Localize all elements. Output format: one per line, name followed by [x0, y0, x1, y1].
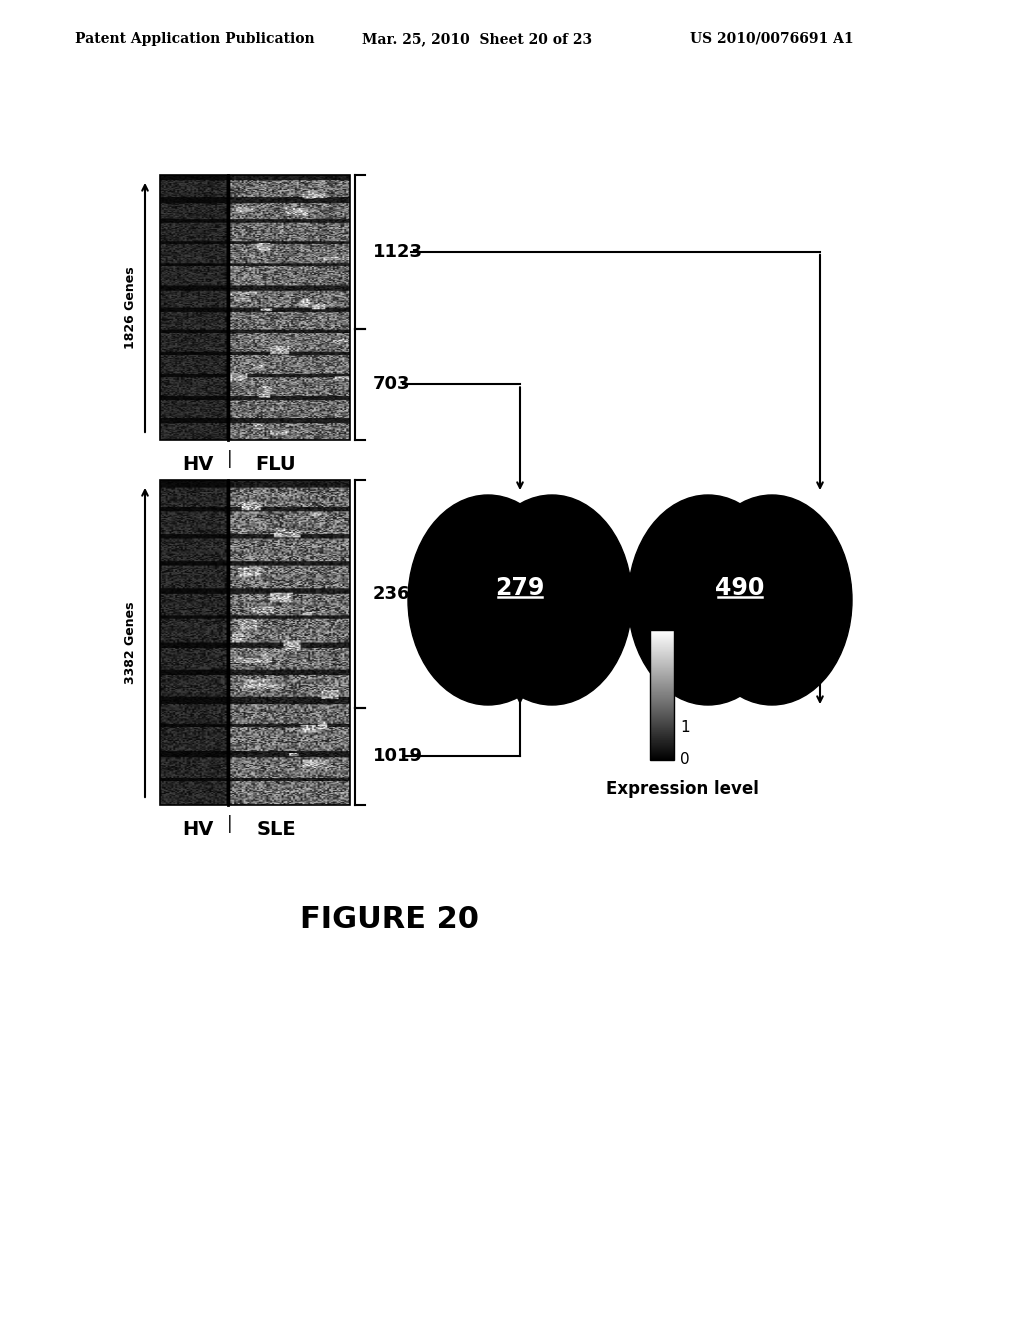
Text: FIGURE 20: FIGURE 20 — [300, 906, 479, 935]
Text: US 2010/0076691 A1: US 2010/0076691 A1 — [690, 32, 854, 46]
Ellipse shape — [472, 495, 632, 705]
Text: HV: HV — [182, 455, 214, 474]
Text: 0: 0 — [680, 752, 689, 767]
Text: HV: HV — [182, 820, 214, 840]
Bar — [160, 176, 350, 440]
Text: 1019: 1019 — [373, 747, 423, 766]
Text: 1123: 1123 — [373, 243, 423, 261]
Text: 490: 490 — [716, 576, 765, 601]
Text: 4: 4 — [680, 623, 689, 638]
Text: 703: 703 — [373, 375, 411, 393]
Text: |: | — [227, 814, 232, 833]
Text: |: | — [227, 450, 232, 469]
Text: Mar. 25, 2010  Sheet 20 of 23: Mar. 25, 2010 Sheet 20 of 23 — [362, 32, 592, 46]
Ellipse shape — [628, 495, 788, 705]
Text: 1826 Genes: 1826 Genes — [124, 267, 136, 348]
Text: 1: 1 — [680, 719, 689, 735]
Text: SLE: SLE — [256, 820, 296, 840]
Bar — [160, 480, 350, 805]
Ellipse shape — [692, 495, 852, 705]
Text: Expression level: Expression level — [605, 780, 759, 799]
Text: Patent Application Publication: Patent Application Publication — [75, 32, 314, 46]
Text: 279: 279 — [496, 576, 545, 601]
Bar — [650, 630, 674, 760]
Text: FLU: FLU — [256, 455, 296, 474]
Ellipse shape — [408, 495, 568, 705]
Text: 2363: 2363 — [373, 585, 423, 603]
Text: 3382 Genes: 3382 Genes — [124, 601, 136, 684]
